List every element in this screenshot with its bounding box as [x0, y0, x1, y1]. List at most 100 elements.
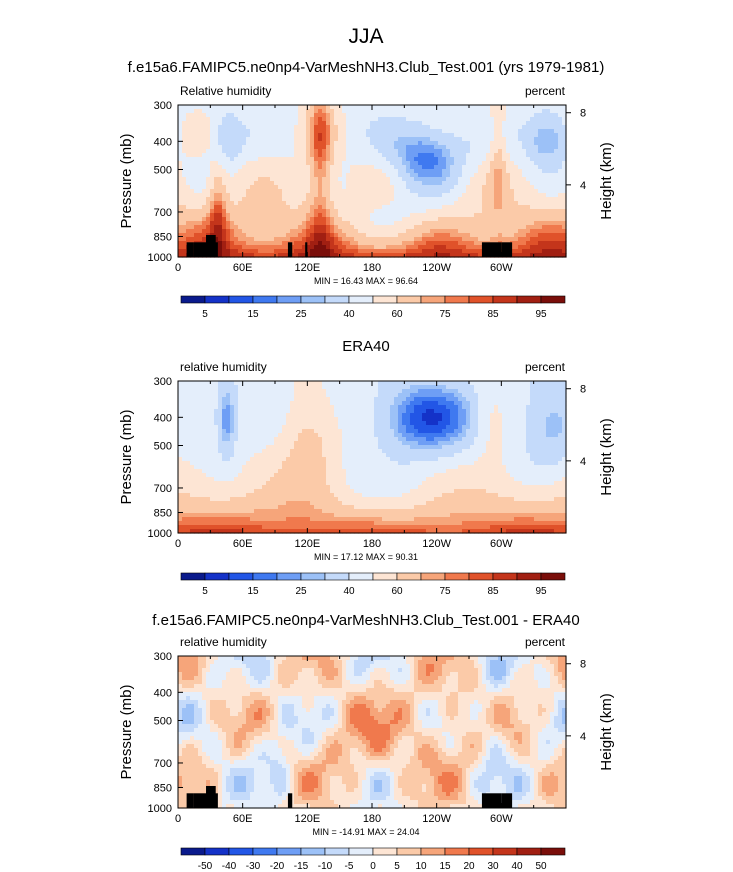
heatmap-cell: [342, 429, 347, 434]
heatmap-cell: [426, 233, 431, 238]
heatmap-cell: [386, 153, 391, 158]
heatmap-cell: [250, 381, 255, 386]
heatmap-cell: [302, 117, 307, 122]
heatmap-cell: [194, 229, 199, 234]
heatmap-cell: [490, 393, 495, 398]
heatmap-cell: [274, 109, 279, 114]
heatmap-cell: [550, 185, 555, 190]
heatmap-cell: [390, 241, 395, 246]
heatmap-cell: [262, 153, 267, 158]
y-tick-label: 700: [154, 207, 172, 219]
heatmap-cell: [302, 229, 307, 234]
heatmap-cell: [202, 393, 207, 398]
heatmap-cell: [314, 417, 319, 422]
heatmap-cell: [270, 393, 275, 398]
heatmap-cell: [186, 129, 191, 134]
heatmap-cell: [498, 401, 503, 406]
heatmap-cell: [178, 397, 183, 402]
heatmap-cell: [346, 249, 351, 254]
heatmap-cell: [406, 381, 411, 386]
heatmap-cell: [386, 385, 391, 390]
heatmap-cell: [550, 149, 555, 154]
heatmap-cell: [210, 173, 215, 178]
heatmap-cell: [334, 213, 339, 218]
heatmap-cell: [266, 245, 271, 250]
heatmap-cell: [178, 177, 183, 182]
heatmap-cell: [450, 225, 455, 230]
heatmap-cell: [478, 201, 483, 206]
heatmap-cell: [366, 389, 371, 394]
heatmap-cell: [350, 189, 355, 194]
heatmap-cell: [406, 385, 411, 390]
heatmap-cell: [274, 409, 279, 414]
heatmap-cell: [442, 237, 447, 242]
heatmap-cell: [198, 233, 203, 238]
heatmap-cell: [426, 149, 431, 154]
heatmap-cell: [542, 209, 547, 214]
heatmap-cell: [206, 393, 211, 398]
heatmap-cell: [494, 385, 499, 390]
heatmap-cell: [558, 149, 563, 154]
heatmap-cell: [558, 133, 563, 138]
heatmap-cell: [274, 129, 279, 134]
heatmap-cell: [306, 389, 311, 394]
heatmap-cell: [462, 197, 467, 202]
heatmap-cell: [478, 229, 483, 234]
heatmap-cell: [354, 233, 359, 238]
heatmap-cell: [494, 209, 499, 214]
heatmap-cell: [522, 225, 527, 230]
heatmap-cell: [334, 241, 339, 246]
heatmap-cell: [422, 129, 427, 134]
heatmap-cell: [506, 385, 511, 390]
heatmap-cell: [430, 201, 435, 206]
heatmap-cell: [202, 157, 207, 162]
heatmap-cell: [186, 153, 191, 158]
heatmap-cell: [402, 177, 407, 182]
colorbar-swatch: [492, 295, 518, 304]
heatmap-cell: [318, 205, 323, 210]
heatmap-cell: [242, 129, 247, 134]
heatmap-cell: [250, 109, 255, 114]
heatmap-cell: [470, 177, 475, 182]
heatmap-cell: [446, 157, 451, 162]
heatmap-cell: [194, 201, 199, 206]
heatmap-cell: [402, 385, 407, 390]
heatmap-cell: [178, 169, 183, 174]
heatmap-cell: [434, 125, 439, 130]
heatmap-cell: [270, 157, 275, 162]
heatmap-cell: [230, 165, 235, 170]
heatmap-cell: [474, 221, 479, 226]
heatmap-cell: [262, 249, 267, 254]
heatmap-cell: [518, 105, 523, 110]
heatmap-cell: [334, 153, 339, 158]
heatmap-cell: [494, 229, 499, 234]
heatmap-cell: [326, 141, 331, 146]
heatmap-cell: [178, 409, 183, 414]
heatmap-cell: [394, 149, 399, 154]
heatmap-cell: [534, 253, 539, 258]
heatmap-cell: [350, 121, 355, 126]
heatmap-cell: [254, 401, 259, 406]
heatmap-cell: [386, 193, 391, 198]
heatmap-cell: [490, 141, 495, 146]
heatmap-cell: [282, 405, 287, 410]
heatmap-cell: [266, 133, 271, 138]
heatmap-cell: [346, 137, 351, 142]
heatmap-cell: [426, 125, 431, 130]
heatmap-cell: [182, 169, 187, 174]
heatmap-cell: [382, 241, 387, 246]
heatmap-cell: [414, 245, 419, 250]
heatmap-cell: [506, 161, 511, 166]
heatmap-cell: [374, 389, 379, 394]
heatmap-cell: [302, 409, 307, 414]
heatmap-cell: [506, 185, 511, 190]
heatmap-cell: [562, 413, 567, 418]
heatmap-cell: [442, 193, 447, 198]
heatmap-cell: [246, 149, 251, 154]
heatmap-cell: [370, 193, 375, 198]
heatmap-cell: [342, 145, 347, 150]
heatmap-cell: [270, 381, 275, 386]
heatmap-cell: [266, 213, 271, 218]
heatmap-cell: [438, 245, 443, 250]
heatmap-cell: [214, 169, 219, 174]
